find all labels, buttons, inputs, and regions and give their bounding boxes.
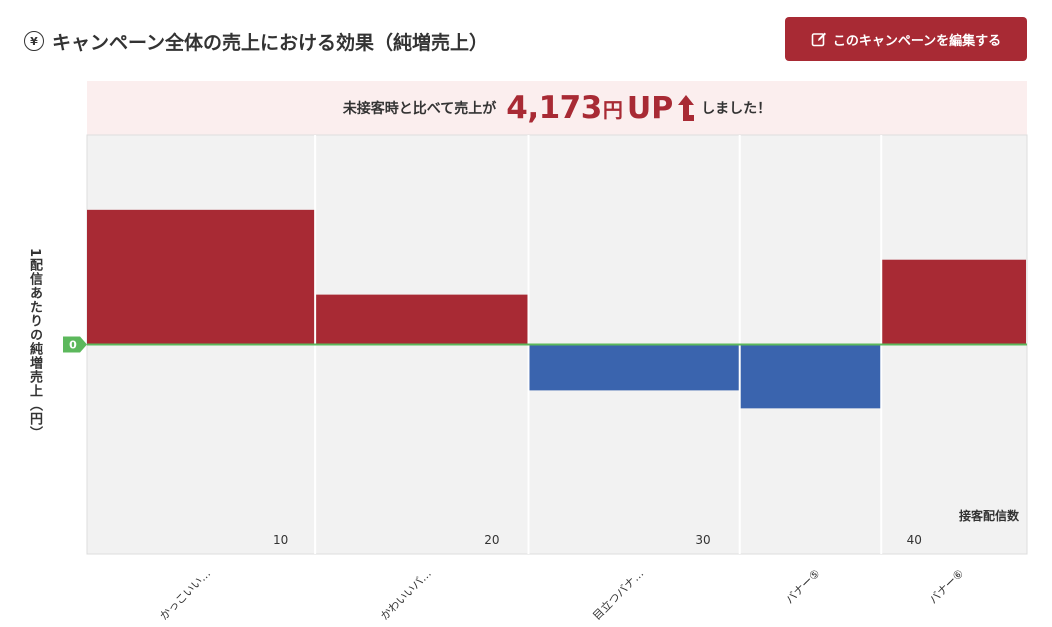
- banner-prefix: 未接客時と比べて売上が: [342, 101, 497, 117]
- bar: [316, 294, 528, 345]
- edit-button-label: このキャンペーンを編集する: [832, 33, 1002, 49]
- x-tick-label: 20: [484, 533, 499, 547]
- bar: [882, 259, 1026, 345]
- category-label: バナー⑥: [927, 567, 967, 607]
- banner-suffix: しました！: [701, 101, 772, 117]
- edit-campaign-button[interactable]: このキャンペーンを編集する: [785, 17, 1027, 61]
- category-label: 目立つバナ…: [590, 566, 647, 623]
- zero-label: 0: [69, 339, 77, 352]
- banner-unit: 円: [602, 97, 623, 122]
- bar: [529, 344, 739, 391]
- x-tick-label: 30: [695, 533, 710, 547]
- category-label: バナー⑤: [783, 567, 823, 607]
- zero-label-flag: [63, 336, 87, 353]
- x-tick-label: 40: [907, 533, 922, 547]
- banner-amount: 4,173: [506, 90, 602, 126]
- bar: [87, 209, 315, 345]
- banner-up: UP: [626, 90, 674, 126]
- y-axis-label: 1配信あたりの純増売上（円）: [27, 248, 42, 441]
- x-tick-label: 10: [273, 533, 288, 547]
- bar: [740, 344, 881, 409]
- up-arrow-icon: [678, 95, 695, 121]
- header: ¥ キャンペーン全体の売上における効果（純増売上）: [24, 26, 488, 56]
- edit-icon: [811, 32, 826, 47]
- x-axis-title: 接客配信数: [959, 508, 1020, 523]
- yen-circle-icon: ¥: [24, 31, 44, 51]
- effect-banner: 未接客時と比べて売上が 4,173 円 UP しました！: [87, 81, 1027, 135]
- page-title: キャンペーン全体の売上における効果（純増売上）: [52, 31, 489, 54]
- category-label: かわいいバ…: [378, 567, 434, 623]
- category-label: かっこいい…: [157, 567, 213, 623]
